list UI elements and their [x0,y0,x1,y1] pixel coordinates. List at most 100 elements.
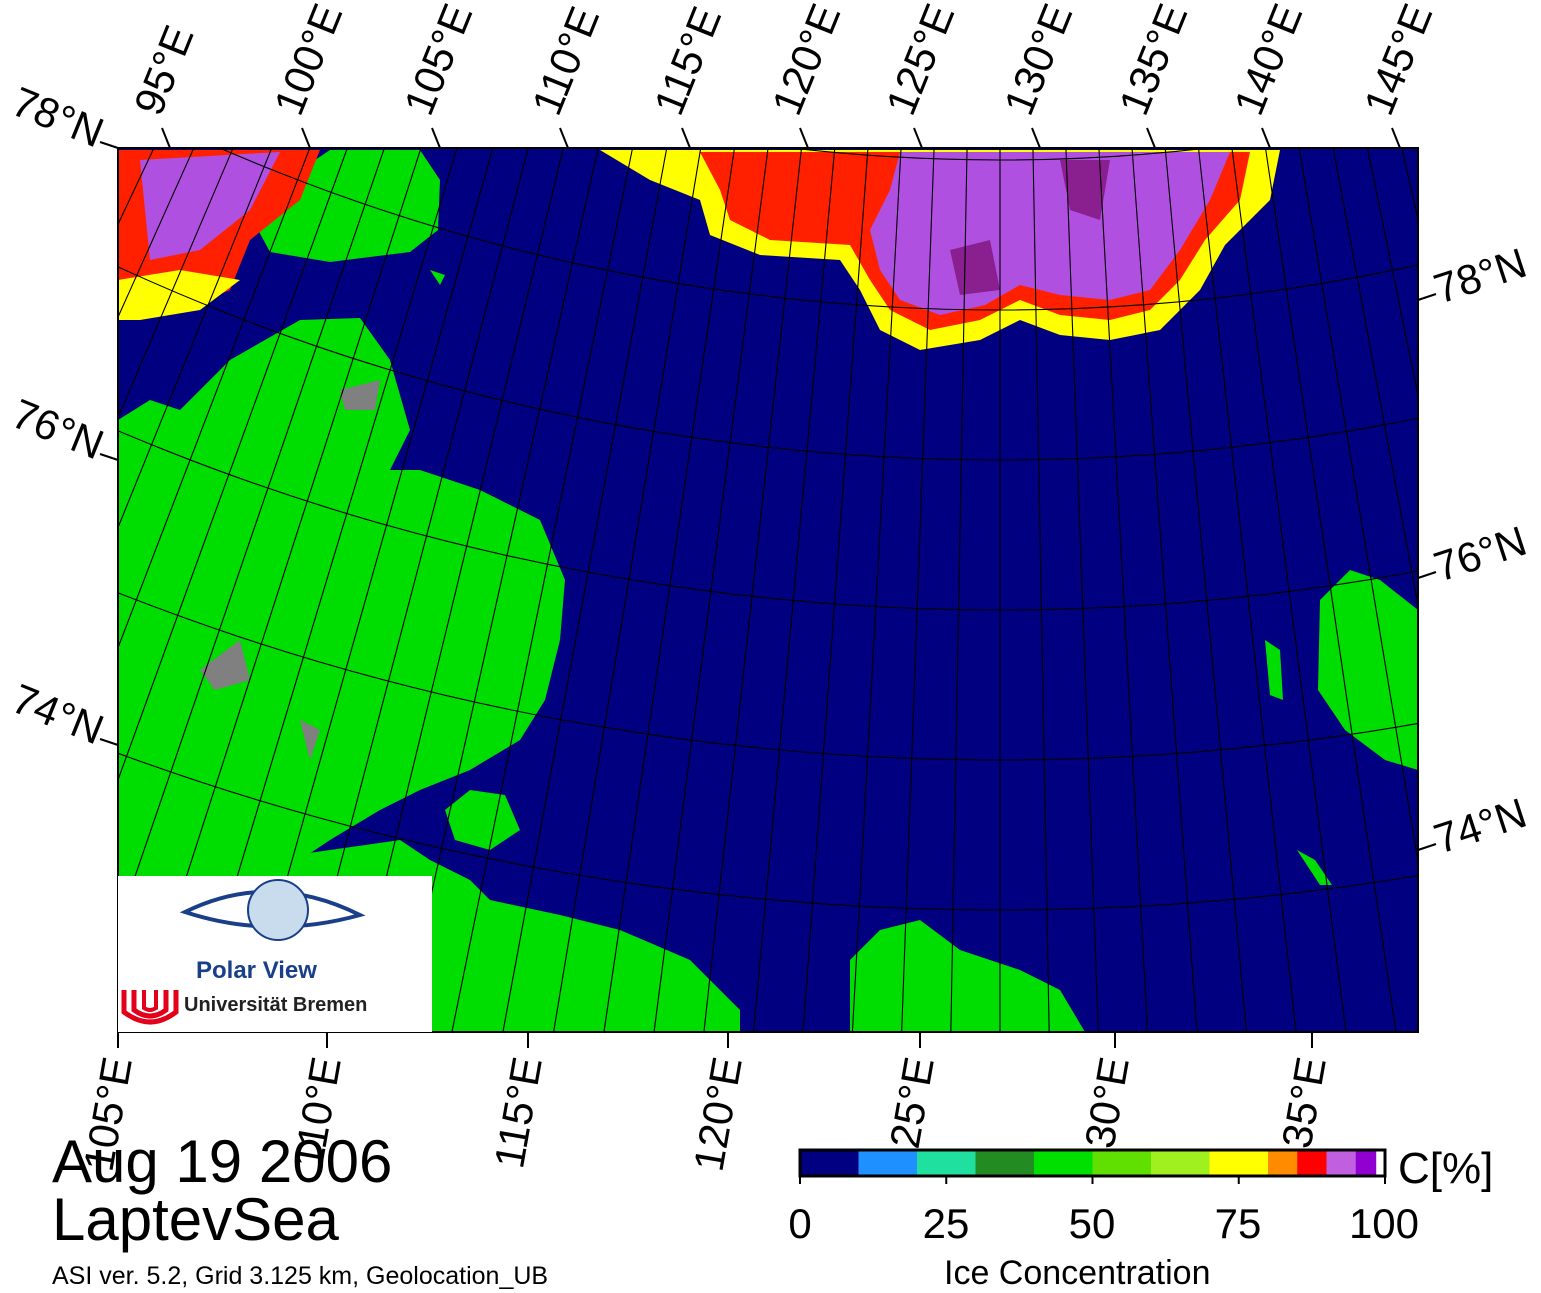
land-small-island [430,270,445,285]
left-lat-label: 76°N [6,390,111,469]
colorbar-segment [1326,1150,1357,1176]
meridian-line [1065,148,1099,1032]
right-lat-label: 74°N [1428,789,1532,863]
footer-info: ASI ver. 5.2, Grid 3.125 km, Geolocation… [52,1262,549,1290]
right-lat-label: 78°N [1428,239,1532,313]
top-tick [799,127,809,149]
meridian-line [1197,148,1297,1032]
meridian-line [118,148,348,782]
colorbar-tick-25: 25 [922,1200,970,1247]
right-tick [1417,293,1437,301]
colorbar-segment [1092,1150,1152,1176]
eye-icon [179,889,366,929]
left-lat-label: 74°N [6,675,111,754]
top-lon-label: 145°E [1355,0,1442,121]
meridian-line [118,148,385,928]
land-kotelny [1318,570,1418,770]
top-lon-label: 140°E [1225,0,1312,121]
meridian-line [553,148,702,1032]
top-tick [1261,127,1271,149]
land-island-south [445,790,520,850]
meridian-line [1536,16,1541,1015]
land-ice-taymyr-1 [200,640,250,690]
colorbar-segment [800,1150,859,1176]
meridian-line [1332,148,1418,609]
meridian-line [1131,148,1198,1032]
left-tick [99,738,119,746]
meridian-line [753,148,836,1032]
globe-icon [247,879,309,941]
colorbar [798,1148,1387,1184]
meridian-line [118,148,273,530]
left-tick [99,453,119,461]
right-tick [1417,571,1437,579]
right-tick [1417,843,1437,851]
polar-view-logo: Polar View Universität Bremen [118,876,432,1032]
logo-institution: Universität Bremen [184,994,367,1016]
sea-ice-northwest-core [140,152,280,260]
top-tick [301,127,311,149]
meridian-line [451,148,634,1032]
meridian-line [1366,148,1418,399]
parallel-line [789,148,1211,161]
top-lon-label: 135°E [1110,0,1197,121]
meridian-line [141,148,422,1016]
top-tick [161,127,171,149]
land-lena-delta [850,920,1085,1032]
meridian-line [950,148,968,1032]
top-tick [681,127,691,149]
top-lon-label: 95°E [125,19,203,121]
top-lon-label: 100°E [265,0,352,121]
bottom-lon-label: 120°E [685,1053,751,1174]
land-stolbovoy [1265,640,1283,700]
meridian-line [653,148,769,1032]
meridian-line [502,148,668,1032]
date-label: Aug 19 2006 [52,1128,393,1195]
logo-name: Polar View [196,957,317,984]
uni-bremen-emblem-icon [121,986,179,1026]
top-lon-label: 105°E [395,0,482,121]
colorbar-title: Ice Concentration [944,1254,1211,1292]
top-tick [1146,127,1156,149]
bottom-lon-label: 115°E [485,1053,551,1171]
top-lon-label: 110°E [523,0,608,121]
top-lon-label: 120°E [763,0,850,121]
colorbar-segment [1268,1150,1298,1176]
colorbar-segment [1297,1150,1327,1176]
land-ice-taymyr-2 [340,380,380,410]
region-label: LaptevSea [52,1186,339,1253]
meridian-line [190,148,458,1031]
meridian-line [1098,148,1149,1032]
meridian-line [1231,148,1347,1032]
sea-ice-pack-dense [950,160,1110,295]
axis-ticks [99,127,1437,1048]
meridian-line [802,148,869,1032]
right-lat-label: 76°N [1428,517,1532,591]
top-lon-label: 130°E [995,0,1082,121]
top-tick [1031,127,1041,149]
colorbar-unit: C[%] [1398,1144,1494,1193]
colorbar-segment [858,1150,918,1176]
meridian-line [603,148,736,1032]
colorbar-segment [1151,1150,1210,1176]
meridian-line [851,148,902,1032]
top-tick [1391,127,1401,149]
colorbar-tick-0: 0 [788,1200,812,1247]
meridian-line [1032,148,1050,1032]
meridian-line [118,148,311,650]
colorbar-tick-75: 75 [1214,1200,1262,1247]
sea-ice-northwest-edge [118,270,240,320]
meridian-line [901,148,935,1032]
land-taymyr [118,318,565,880]
top-tick [431,127,441,149]
colorbar-segment [975,1150,1035,1176]
left-lat-label: 78°N [6,78,111,157]
colorbar-tick-100: 100 [1348,1200,1420,1247]
colorbar-tick-50: 50 [1068,1200,1116,1247]
meridian-line [1164,148,1247,1032]
map-frame [117,147,1419,1033]
top-lon-label: 125°E [877,0,964,121]
graticule [118,16,1541,1032]
top-tick [559,127,569,149]
